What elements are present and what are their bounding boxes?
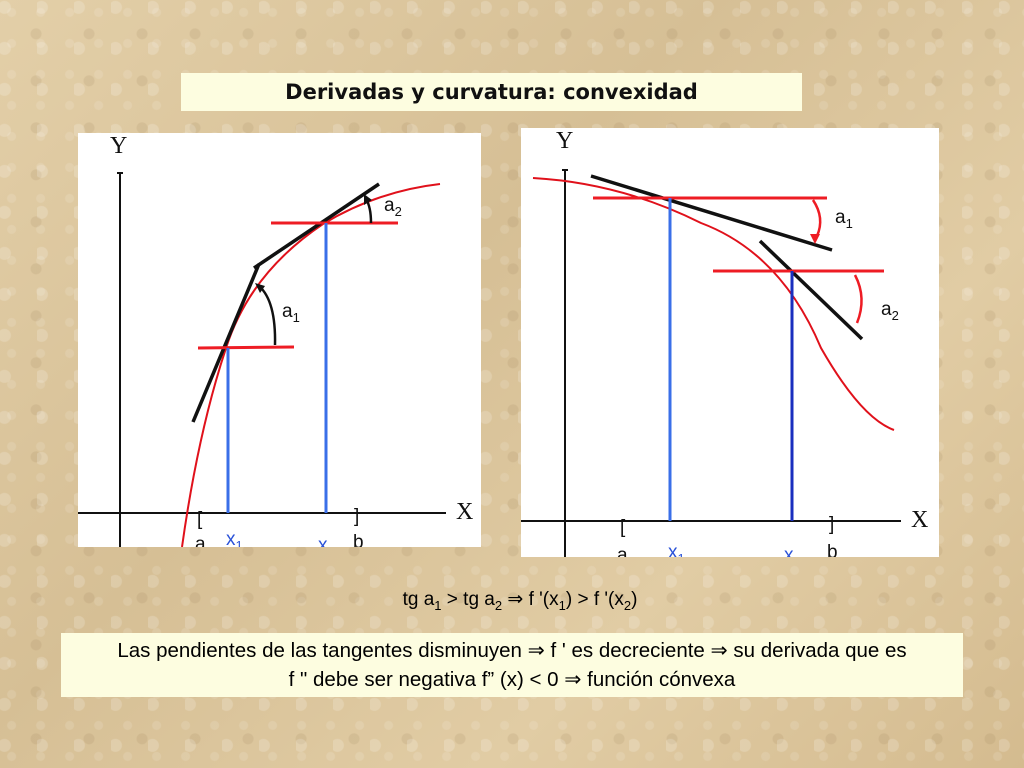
left-graph: Y X [ ] a b x1 x2 a1 a2	[78, 133, 481, 547]
right-y-axis-label: Y	[556, 128, 573, 154]
page-title: Derivadas y curvatura: convexidad	[285, 80, 698, 104]
right-x-axis-label: X	[911, 507, 928, 533]
right-graph: Y X [ ] a b x1 x2 a1 a2	[521, 128, 939, 557]
right-b-label: b	[827, 542, 838, 557]
right-angle-arc-1	[811, 199, 822, 237]
right-a-label: a	[617, 545, 628, 557]
implies-arrow-icon: ⇒	[710, 638, 728, 662]
left-tangent-2	[253, 182, 380, 270]
left-alpha2-label: a2	[384, 195, 402, 219]
left-interval-close: ]	[354, 506, 359, 527]
left-b-label: b	[353, 532, 364, 547]
right-graph-background	[521, 128, 939, 557]
left-a-label: a	[195, 534, 206, 547]
left-x2-label: x2	[318, 535, 335, 547]
title-box: Derivadas y curvatura: convexidad	[181, 73, 802, 111]
left-y-axis-label: Y	[110, 133, 127, 159]
left-curve	[181, 183, 441, 547]
right-tangent-2	[758, 239, 864, 341]
right-angle-arc-2	[853, 274, 863, 324]
left-alpha1-label: a1	[282, 301, 300, 325]
slope-comparison-formula: tg a1 > tg a2 ⇒ f '(x1) > f '(x2)	[402, 588, 638, 613]
implies-arrow-icon: ⇒	[564, 667, 582, 691]
left-interval-open: [	[197, 509, 203, 530]
left-angle-arrow-2	[364, 194, 372, 205]
implies-arrow-icon: ⇒	[527, 638, 545, 662]
left-x-axis-label: X	[456, 499, 473, 525]
right-x2-label: x2	[784, 545, 801, 557]
left-horizontal-1	[197, 345, 295, 350]
conclusion-box: Las pendientes de las tangentes disminuy…	[61, 633, 963, 697]
right-interval-open: [	[620, 517, 626, 538]
right-curve	[532, 177, 895, 431]
right-alpha2-label: a2	[881, 299, 899, 323]
conclusion-line-2: f " debe ser negativa f” (x) < 0 ⇒ funci…	[288, 667, 736, 691]
right-alpha1-label: a1	[835, 207, 853, 231]
right-interval-close: ]	[829, 514, 834, 535]
left-x1-label: x1	[226, 529, 243, 547]
right-x1-label: x1	[668, 542, 685, 557]
left-graph-background	[78, 133, 481, 547]
right-tangent-1	[590, 174, 833, 252]
left-tangent-1	[191, 263, 261, 423]
left-angle-arrow-1	[255, 283, 265, 293]
implies-arrow-icon: ⇒	[507, 588, 524, 610]
conclusion-line-1: Las pendientes de las tangentes disminuy…	[117, 638, 907, 662]
right-angle-arrow-1	[810, 234, 820, 244]
